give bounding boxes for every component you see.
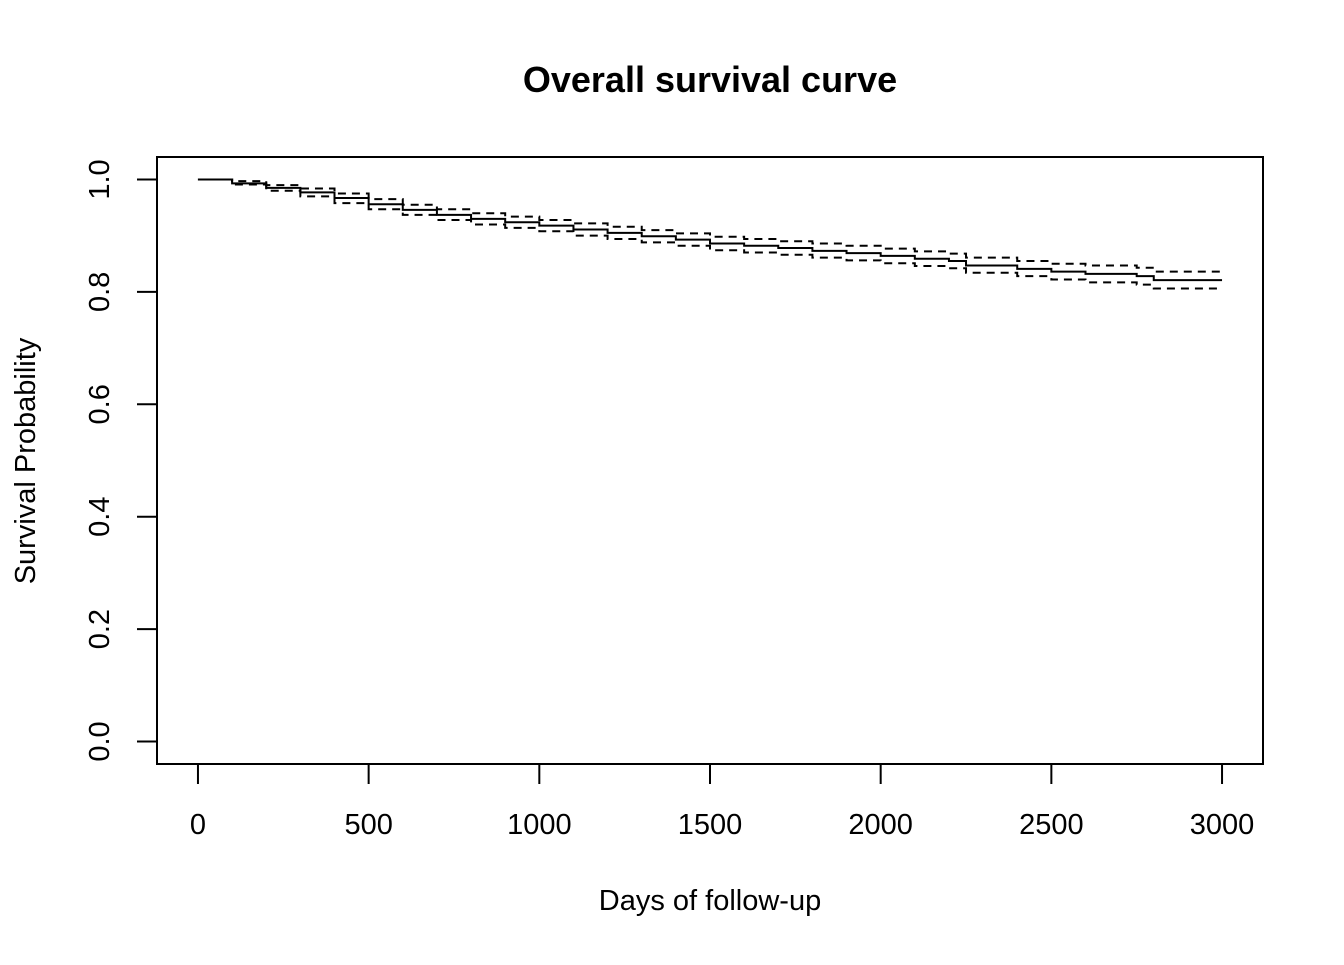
x-tick-label: 0 [190,809,206,841]
confidence-band-line [197,178,1223,290]
y-tick-label: 0.4 [84,497,116,537]
y-tick-label: 0.0 [84,721,116,761]
y-tick-label: 1.0 [84,159,116,199]
x-tick-label: 2500 [1019,809,1084,841]
x-tick-label: 500 [344,809,392,841]
x-tick-label: 1000 [507,809,572,841]
y-axis: 0.0 0.2 0.4 0.6 0.8 1.0 [84,159,158,762]
chart-title: Overall survival curve [523,59,897,100]
survival-curve-line [197,178,1223,282]
confidence-band-line [197,178,1223,273]
y-tick-label: 0.6 [84,384,116,424]
x-tick-label: 3000 [1190,809,1255,841]
x-tick-label: 1500 [678,809,743,841]
y-tick-label: 0.2 [84,609,116,649]
x-tick-label: 2000 [848,809,913,841]
y-axis-label: Survival Probability [10,337,42,584]
x-axis-label: Days of follow-up [599,885,821,917]
y-tick-label: 0.8 [84,272,116,312]
x-axis: 0 500 1000 1500 2000 2500 3000 [190,763,1255,841]
series-layer [197,178,1223,290]
